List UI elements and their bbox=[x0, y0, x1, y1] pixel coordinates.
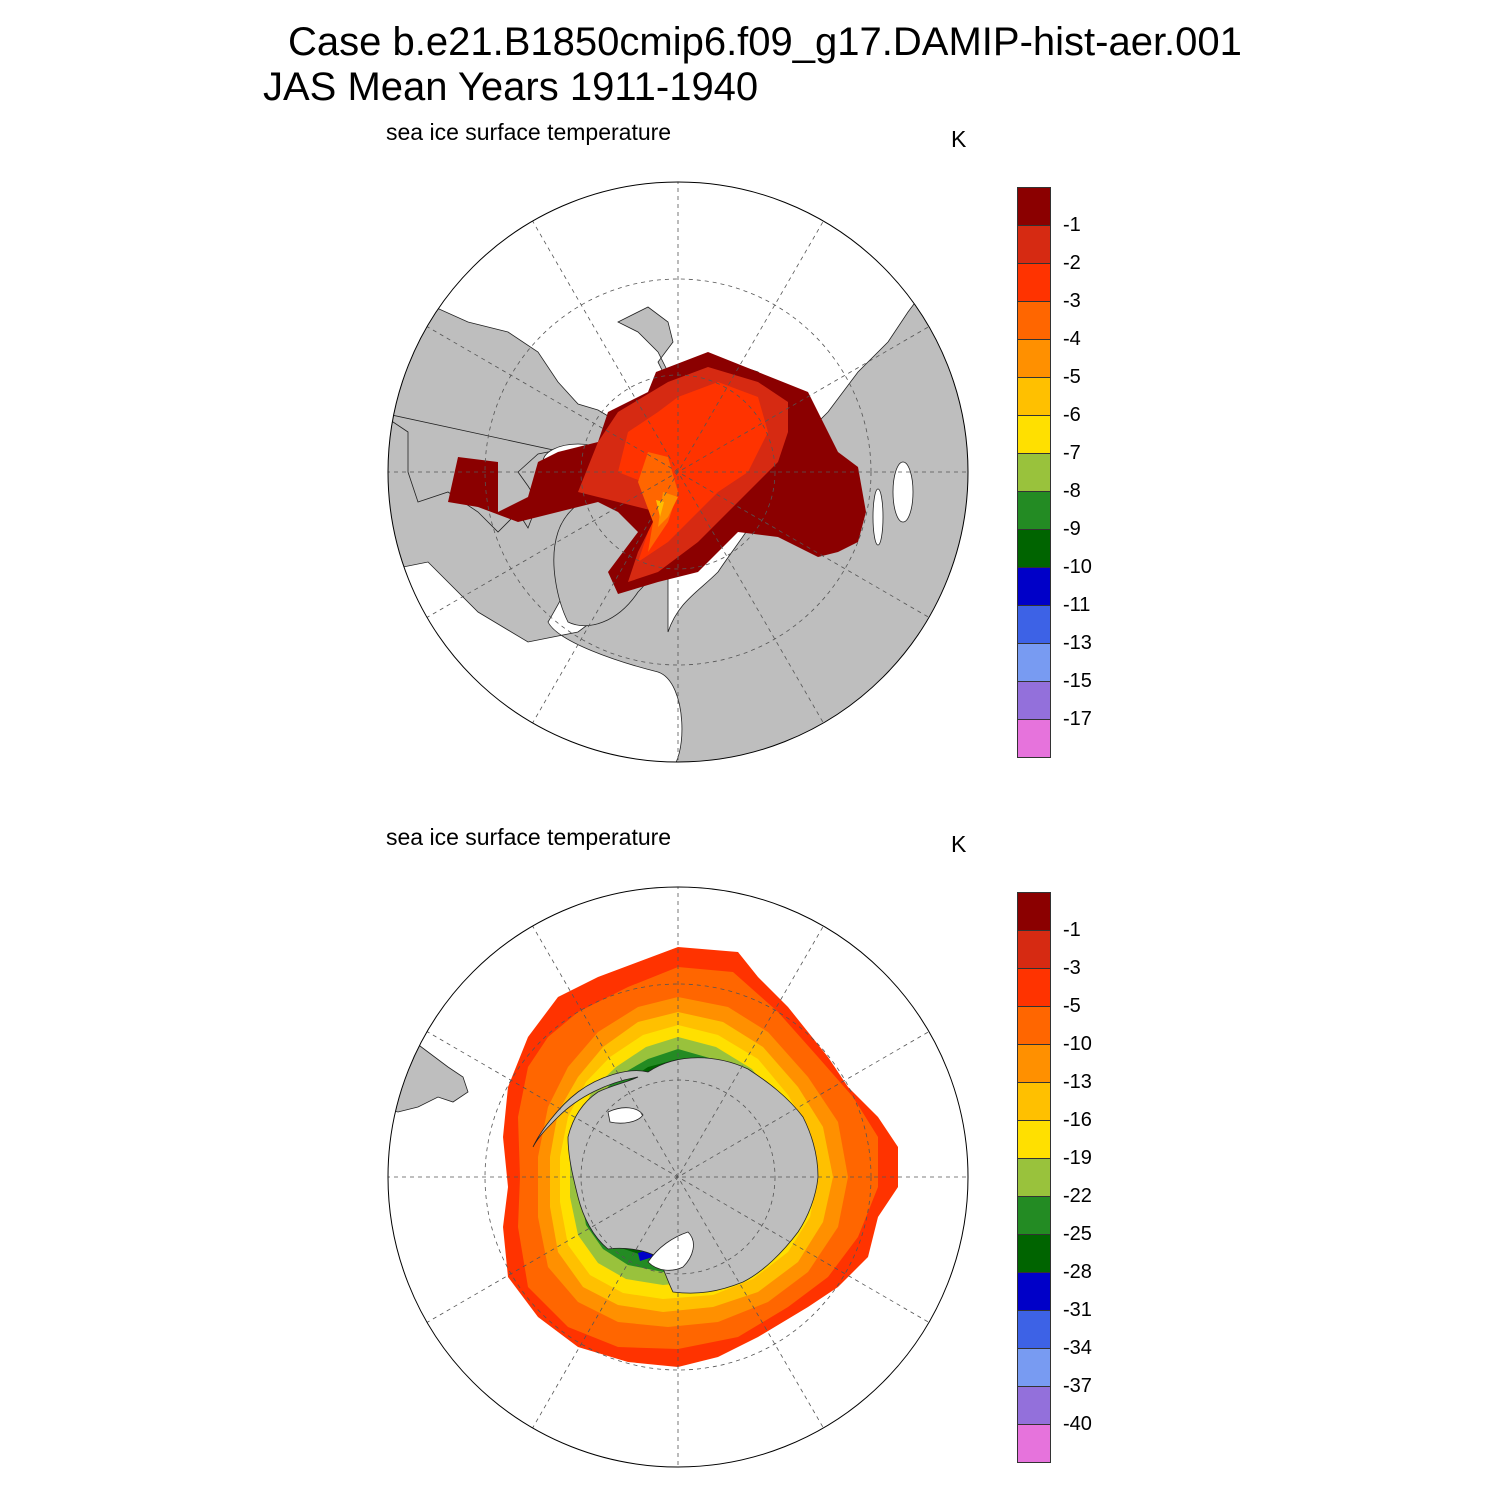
north-graticule bbox=[388, 182, 968, 762]
panel-south-title: sea ice surface temperature bbox=[386, 824, 672, 850]
colorbar-tick-label: -9 bbox=[1063, 518, 1081, 540]
figure-title-period: JAS Mean Years 1911-1940 bbox=[263, 65, 759, 109]
figure-title-case: Case b.e21.B1850cmip6.f09_g17.DAMIP-hist… bbox=[288, 20, 1242, 64]
colorbar-swatch bbox=[1017, 930, 1051, 969]
colorbar-tick-label: -22 bbox=[1063, 1185, 1092, 1207]
colorbar-swatch bbox=[1017, 1044, 1051, 1083]
colorbar-swatch bbox=[1017, 968, 1051, 1007]
colorbar-tick-label: -5 bbox=[1063, 995, 1081, 1017]
colorbar-swatch bbox=[1017, 225, 1051, 264]
colorbar-tick-label: -10 bbox=[1063, 1033, 1092, 1055]
colorbar-tick-label: -7 bbox=[1063, 442, 1081, 464]
colorbar-swatch bbox=[1017, 1120, 1051, 1159]
panel-south-unit: K bbox=[951, 831, 967, 857]
colorbar-swatch bbox=[1017, 1234, 1051, 1273]
colorbar-swatch bbox=[1017, 301, 1051, 340]
colorbar-swatch bbox=[1017, 529, 1051, 568]
colorbar-swatch bbox=[1017, 567, 1051, 606]
colorbar-tick-label: -40 bbox=[1063, 1413, 1092, 1435]
south-colorbar: -1 -3 -5 -10 -13 -16 -19 -22 -25 -28 -31 -34 -37 -40 bbox=[1017, 892, 1092, 1463]
south-polar-map bbox=[386, 885, 970, 1469]
colorbar-swatch bbox=[1017, 1006, 1051, 1045]
colorbar-swatch bbox=[1017, 263, 1051, 302]
colorbar-swatch bbox=[1017, 491, 1051, 530]
colorbar-swatch bbox=[1017, 1386, 1051, 1425]
colorbar-tick-label: -6 bbox=[1063, 404, 1081, 426]
colorbar-tick-label: -13 bbox=[1063, 1071, 1092, 1093]
colorbar-tick-label: -5 bbox=[1063, 366, 1081, 388]
panel-north-unit: K bbox=[951, 126, 967, 152]
colorbar-swatch bbox=[1017, 187, 1051, 226]
colorbar-tick-label: -4 bbox=[1063, 328, 1081, 350]
colorbar-swatch bbox=[1017, 1272, 1051, 1311]
colorbar-swatch bbox=[1017, 1310, 1051, 1349]
colorbar-tick-label: -10 bbox=[1063, 556, 1092, 578]
colorbar-swatch bbox=[1017, 892, 1051, 931]
north-polar-map bbox=[386, 180, 970, 764]
colorbar-swatch bbox=[1017, 1348, 1051, 1387]
colorbar-swatch bbox=[1017, 719, 1051, 758]
colorbar-tick-label: -34 bbox=[1063, 1337, 1092, 1359]
colorbar-tick-label: -3 bbox=[1063, 290, 1081, 312]
colorbar-tick-label: -1 bbox=[1063, 919, 1081, 941]
colorbar-swatch bbox=[1017, 1424, 1051, 1463]
colorbar-tick-label: -28 bbox=[1063, 1261, 1092, 1283]
colorbar-tick-label: -37 bbox=[1063, 1375, 1092, 1397]
colorbar-tick-label: -11 bbox=[1063, 594, 1091, 616]
panel-north-title: sea ice surface temperature bbox=[386, 119, 672, 145]
colorbar-swatch bbox=[1017, 415, 1051, 454]
colorbar-tick-label: -19 bbox=[1063, 1147, 1092, 1169]
north-colorbar: -1 -2 -3 -4 -5 -6 -7 -8 -9 -10 -11 -13 -15 -17 bbox=[1017, 187, 1092, 758]
colorbar-swatch bbox=[1017, 1158, 1051, 1197]
colorbar-tick-label: -3 bbox=[1063, 957, 1081, 979]
colorbar-swatch bbox=[1017, 605, 1051, 644]
south-graticule bbox=[388, 887, 968, 1467]
colorbar-swatch bbox=[1017, 377, 1051, 416]
colorbar-tick-label: -1 bbox=[1063, 214, 1081, 236]
colorbar-swatch bbox=[1017, 339, 1051, 378]
colorbar-tick-label: -17 bbox=[1063, 708, 1092, 730]
colorbar-swatch bbox=[1017, 453, 1051, 492]
colorbar-tick-label: -16 bbox=[1063, 1109, 1092, 1131]
colorbar-swatch bbox=[1017, 681, 1051, 720]
colorbar-tick-label: -31 bbox=[1063, 1299, 1092, 1321]
colorbar-tick-label: -25 bbox=[1063, 1223, 1092, 1245]
colorbar-tick-label: -15 bbox=[1063, 670, 1092, 692]
colorbar-tick-label: -13 bbox=[1063, 632, 1092, 654]
colorbar-tick-label: -2 bbox=[1063, 252, 1081, 274]
colorbar-tick-label: -8 bbox=[1063, 480, 1081, 502]
colorbar-swatch bbox=[1017, 643, 1051, 682]
colorbar-swatch bbox=[1017, 1082, 1051, 1121]
colorbar-swatch bbox=[1017, 1196, 1051, 1235]
